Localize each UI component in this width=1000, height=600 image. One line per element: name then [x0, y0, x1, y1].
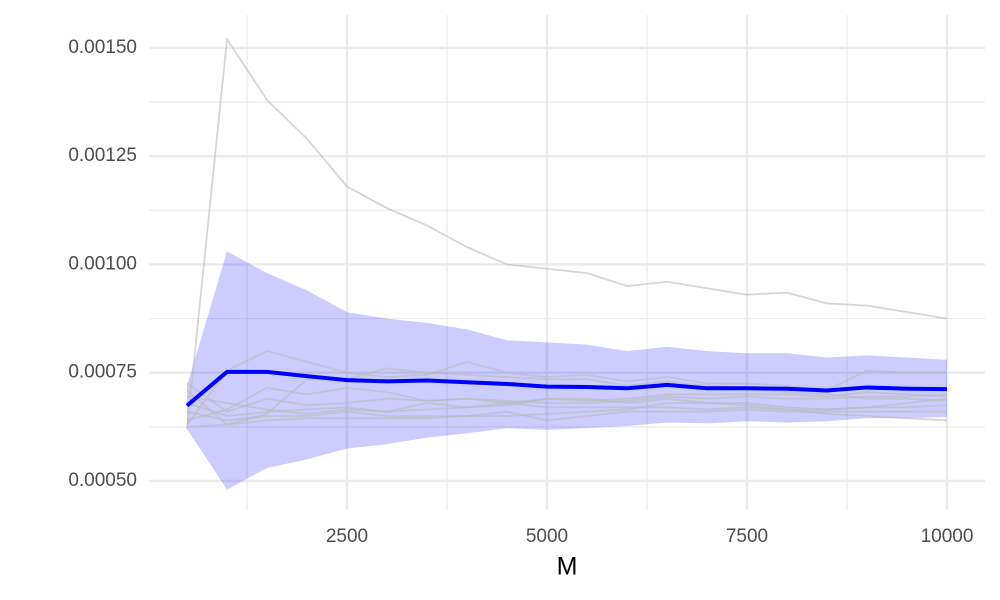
y-tick-label: 0.00100	[68, 253, 137, 274]
x-tick-label: 2500	[326, 526, 368, 547]
mean-line	[185, 369, 948, 408]
x-axis-label: M	[557, 553, 578, 581]
x-tick-label: 10000	[921, 526, 974, 547]
series-line	[186, 402, 948, 428]
series-line	[186, 367, 948, 426]
series-line	[186, 408, 947, 422]
x-tick-label: 5000	[526, 526, 568, 547]
x-tick-label: 7500	[726, 526, 768, 547]
y-tick-label: 0.00050	[68, 470, 137, 491]
series-line	[186, 386, 948, 422]
series-line	[186, 397, 948, 417]
y-tick-label: 0.00075	[68, 362, 137, 383]
series-line	[186, 382, 948, 413]
series-line	[186, 36, 948, 430]
y-tick-label: 0.00125	[68, 145, 137, 166]
confidence-band	[187, 251, 947, 490]
y-tick-label: 0.00150	[68, 37, 137, 58]
